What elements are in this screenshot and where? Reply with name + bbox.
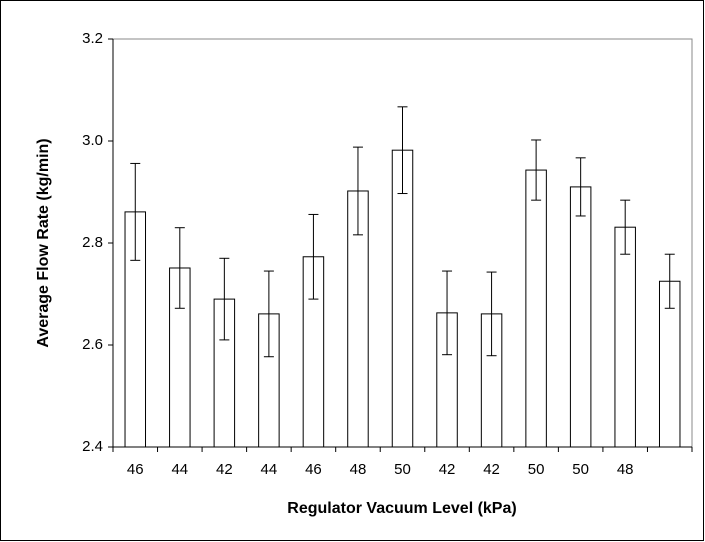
x-tick-label: 44 (171, 461, 188, 478)
x-tick-label: 48 (617, 461, 634, 478)
x-tick-label: 48 (350, 461, 367, 478)
x-tick-label: 42 (483, 461, 500, 478)
y-tick-label: 2.6 (82, 336, 103, 353)
x-tick-label: 50 (572, 461, 589, 478)
y-tick-label: 2.4 (82, 438, 103, 455)
x-tick-label: 46 (127, 461, 144, 478)
bar (614, 226, 636, 448)
x-tick-label: 42 (216, 461, 233, 478)
bar (569, 186, 592, 448)
x-tick-label: 50 (528, 461, 545, 478)
bar (391, 149, 414, 448)
x-tick-label: 50 (394, 461, 411, 478)
y-tick-label: 3.2 (82, 30, 103, 47)
x-tick-label: 46 (305, 461, 322, 478)
x-axis-title: Regulator Vacuum Level (kPa) (287, 500, 516, 517)
x-tick-label: 42 (439, 461, 456, 478)
y-tick-label: 3.0 (82, 132, 103, 149)
y-axis-title: Average Flow Rate (kg/min) (35, 138, 52, 347)
x-tick-label: 44 (261, 461, 278, 478)
y-tick-label: 2.8 (82, 234, 103, 251)
bar (525, 169, 547, 448)
